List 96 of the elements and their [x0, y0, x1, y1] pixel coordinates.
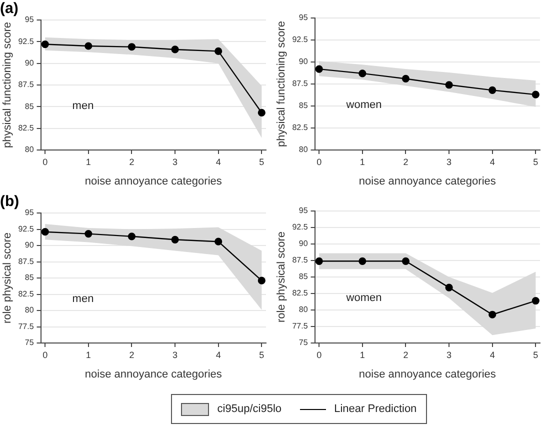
- annotation: men: [72, 100, 94, 112]
- x-tick-label: 5: [533, 156, 538, 167]
- x-tick-label: 1: [360, 156, 365, 167]
- y-tick-label: 90: [298, 239, 308, 248]
- y-tick-label: 80: [24, 306, 34, 315]
- point: [445, 284, 453, 292]
- annotation: men: [72, 292, 94, 305]
- point: [41, 228, 49, 236]
- x-tick-label: 1: [360, 350, 365, 360]
- y-tick-label: 87.5: [18, 80, 34, 90]
- y-tick-label: 82.5: [18, 289, 34, 298]
- y-tick-label: 95: [298, 13, 308, 22]
- x-axis-title: noise annoyance categories: [84, 175, 222, 188]
- y-tick-label: 87.5: [18, 256, 34, 266]
- y-tick-label: 95: [24, 208, 34, 218]
- x-tick-label: 1: [86, 156, 91, 167]
- x-tick-label: 0: [42, 350, 48, 360]
- point: [171, 46, 179, 54]
- point: [258, 108, 266, 117]
- point: [84, 230, 92, 238]
- y-axis-title: physical functioning score: [2, 22, 14, 148]
- y-tick-label: 90: [24, 58, 34, 68]
- y-axis-title: physical functioning score: [276, 21, 288, 147]
- x-tick-label: 5: [259, 350, 264, 360]
- point: [532, 296, 540, 305]
- y-tick-label: 82.5: [292, 123, 308, 132]
- x-axis-title: noise annoyance categories: [84, 368, 222, 380]
- point: [84, 42, 92, 50]
- chart-title: (b): [0, 193, 20, 210]
- y-tick-label: 85: [298, 272, 308, 282]
- x-tick-label: 1: [86, 350, 91, 360]
- x-tick-label: 4: [216, 156, 221, 167]
- point: [488, 86, 496, 94]
- text: ci95up/ci95lo: [217, 403, 282, 415]
- y-tick-label: 85: [298, 101, 308, 110]
- point: [532, 90, 540, 98]
- y-tick-label: 90: [24, 240, 34, 250]
- y-tick-label: 92.5: [18, 36, 34, 46]
- x-tick-label: 2: [129, 156, 134, 167]
- x-tick-label: 0: [316, 156, 322, 167]
- y-tick-label: 92.5: [292, 35, 308, 44]
- y-tick-label: 80: [298, 305, 308, 314]
- y-tick-label: 90: [298, 57, 308, 66]
- annotation: women: [345, 99, 382, 112]
- point: [171, 236, 179, 244]
- x-tick-label: 5: [259, 156, 264, 167]
- chart-title: (a): [0, 0, 18, 18]
- point: [488, 310, 496, 318]
- y-tick-label: 80: [24, 145, 34, 154]
- point: [402, 257, 410, 265]
- point: [214, 47, 222, 55]
- point: [358, 70, 366, 78]
- x-tick-label: 3: [446, 350, 452, 360]
- point: [402, 74, 410, 83]
- x-tick-label: 0: [316, 350, 322, 360]
- point: [445, 81, 453, 89]
- y-tick-label: 77.5: [18, 322, 34, 331]
- y-axis-title: role physical score: [2, 232, 14, 324]
- x-tick-label: 3: [446, 156, 452, 167]
- point: [128, 232, 136, 240]
- x-tick-label: 4: [490, 350, 495, 360]
- point: [358, 257, 366, 265]
- y-axis-title: role physical score: [276, 231, 288, 323]
- x-tick-label: 4: [490, 156, 495, 167]
- y-tick-label: 75: [24, 338, 34, 348]
- point: [214, 238, 222, 246]
- y-tick-label: 85: [24, 102, 34, 111]
- x-tick-label: 3: [172, 156, 178, 167]
- x-tick-label: 0: [42, 156, 48, 167]
- point: [41, 40, 49, 48]
- y-tick-label: 82.5: [18, 124, 34, 133]
- legend-label: Linear Prediction: [334, 403, 417, 415]
- point: [315, 257, 323, 265]
- x-tick-label: 4: [216, 350, 221, 360]
- y-tick-label: 87.5: [292, 79, 308, 88]
- y-tick-label: 87.5: [292, 256, 308, 265]
- x-tick-label: 3: [172, 350, 178, 360]
- y-tick-label: 95: [298, 206, 308, 216]
- x-tick-label: 5: [533, 350, 538, 360]
- x-tick-label: 2: [129, 350, 134, 360]
- x-axis-title: noise annoyance categories: [358, 175, 496, 188]
- y-tick-label: 85: [24, 273, 34, 282]
- y-tick-label: 80: [298, 145, 308, 154]
- y-tick-label: 82.5: [292, 288, 308, 298]
- y-tick-label: 92.5: [292, 222, 308, 232]
- point: [315, 65, 323, 73]
- y-tick-label: 92.5: [18, 224, 34, 234]
- y-tick-label: 75: [298, 338, 308, 348]
- x-tick-label: 2: [403, 156, 408, 167]
- point: [258, 276, 266, 284]
- y-tick-label: 77.5: [292, 322, 308, 331]
- x-tick-label: 2: [403, 350, 408, 360]
- y-tick-label: 95: [24, 15, 34, 24]
- x-axis-title: noise annoyance categories: [358, 368, 496, 380]
- point: [128, 43, 136, 51]
- annotation: women: [345, 292, 382, 304]
